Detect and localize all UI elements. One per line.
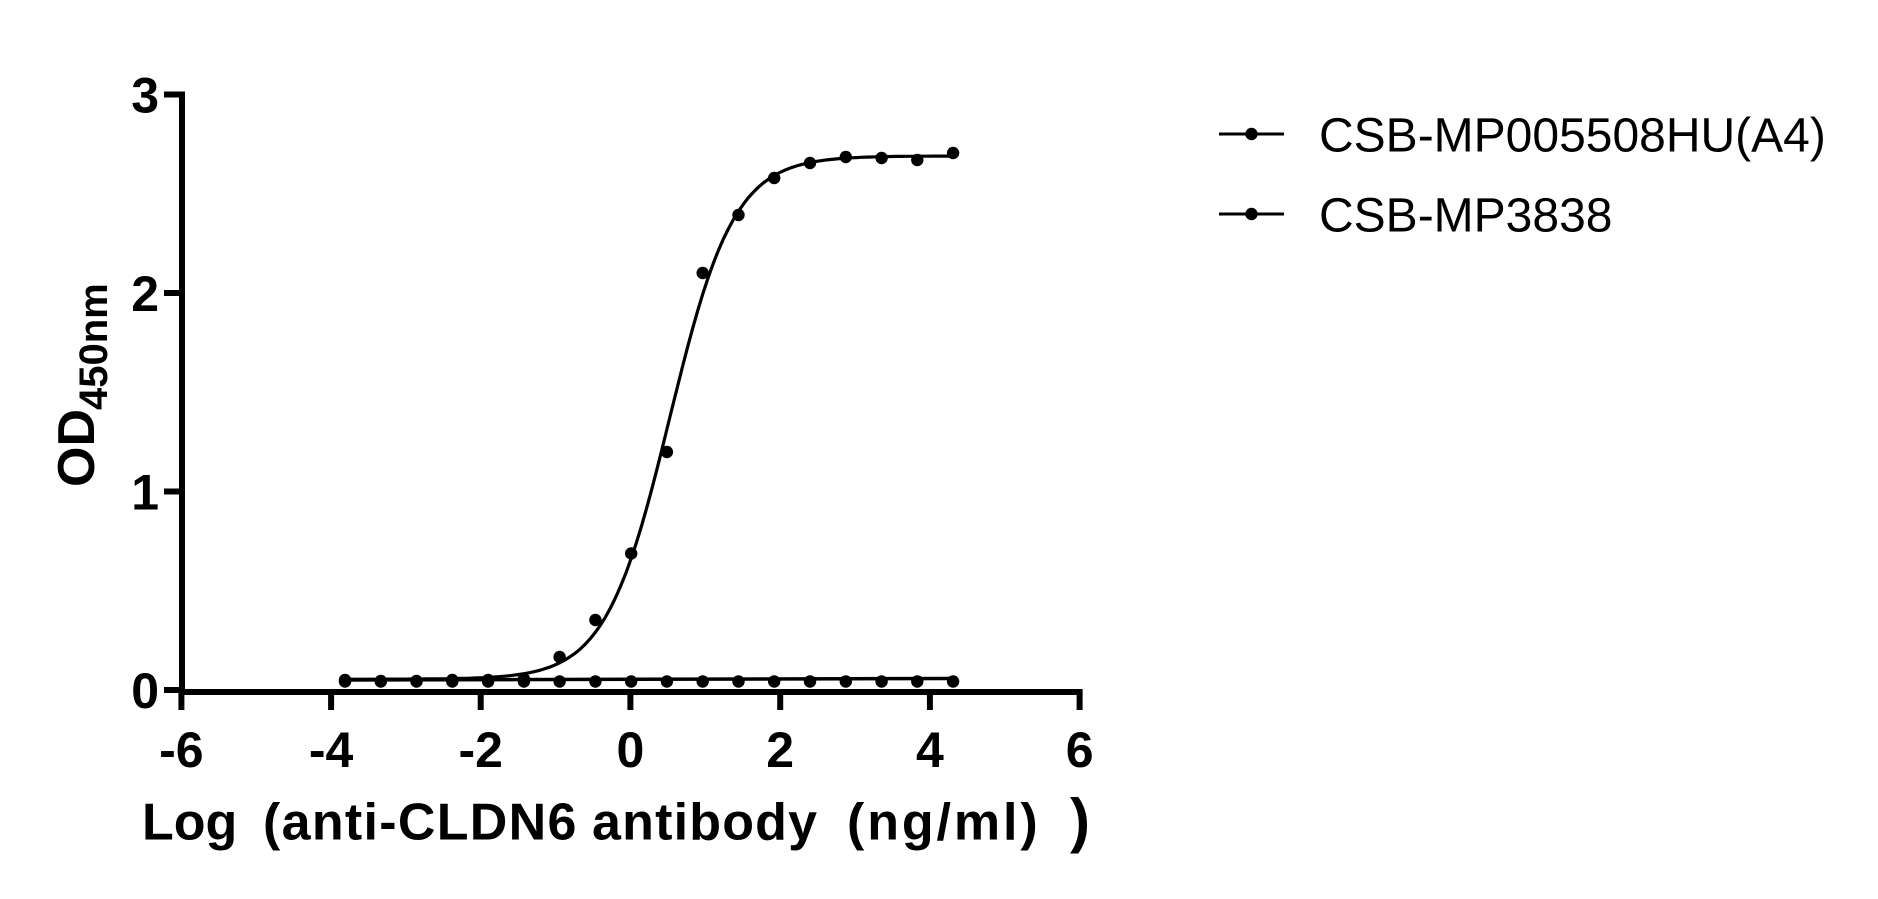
svg-text:(ng/ml): (ng/ml): [847, 794, 1041, 852]
svg-text:1: 1: [131, 465, 159, 521]
svg-text:CSB-MP3838: CSB-MP3838: [1319, 190, 1612, 243]
svg-text:Log: Log: [142, 794, 237, 852]
svg-text:OD: OD: [48, 409, 106, 487]
svg-text:CSB-MP005508HU(A4): CSB-MP005508HU(A4): [1319, 110, 1826, 163]
svg-text:antibody: antibody: [592, 794, 818, 852]
svg-text:(anti-CLDN6: (anti-CLDN6: [263, 794, 578, 852]
svg-text:0: 0: [131, 663, 159, 719]
svg-text:-2: -2: [458, 722, 502, 778]
svg-text:6: 6: [1066, 722, 1094, 778]
svg-text:-4: -4: [309, 722, 354, 778]
svg-text:-6: -6: [159, 722, 203, 778]
svg-text:0: 0: [616, 722, 644, 778]
svg-text:2: 2: [131, 266, 159, 322]
svg-text:3: 3: [131, 68, 159, 124]
svg-text:450nm: 450nm: [72, 283, 116, 410]
svg-text:4: 4: [916, 722, 944, 778]
svg-text:2: 2: [766, 722, 794, 778]
svg-text:): ): [1070, 787, 1090, 854]
